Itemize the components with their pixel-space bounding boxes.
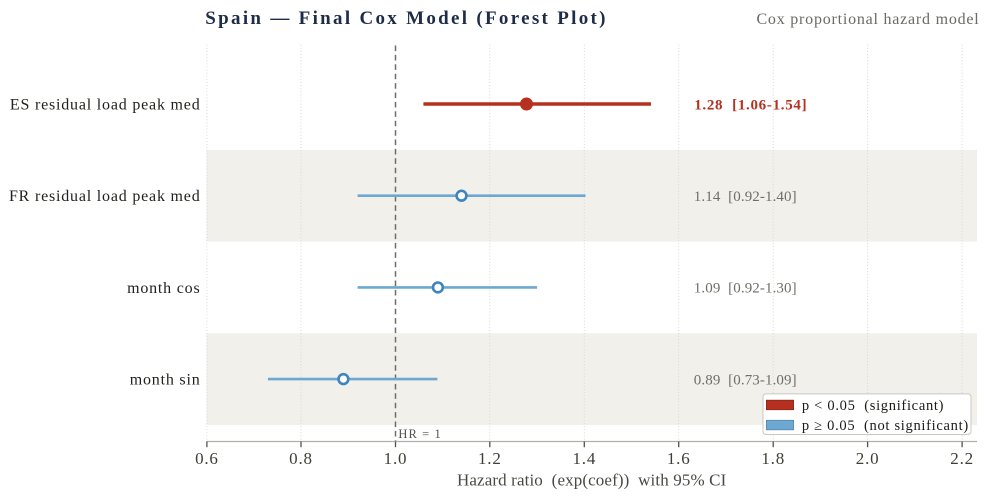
svg-text:Cox proportional hazard model: Cox proportional hazard model <box>756 11 979 28</box>
svg-text:month cos: month cos <box>127 280 200 297</box>
svg-text:ES residual load peak med: ES residual load peak med <box>10 97 201 114</box>
svg-text:0.6: 0.6 <box>195 449 219 468</box>
svg-text:p < 0.05 (significant): p < 0.05 (significant) <box>802 398 944 414</box>
svg-text:p ≥ 0.05 (not significant): p ≥ 0.05 (not significant) <box>802 418 969 434</box>
svg-text:1.09 [0.92-1.30]: 1.09 [0.92-1.30] <box>694 281 797 297</box>
svg-text:1.0: 1.0 <box>384 449 408 468</box>
svg-text:Spain — Final Cox Model (Fores: Spain — Final Cox Model (Forest Plot) <box>205 8 607 29</box>
svg-text:HR = 1: HR = 1 <box>398 427 442 441</box>
svg-text:0.89 [0.73-1.09]: 0.89 [0.73-1.09] <box>694 372 797 388</box>
svg-text:FR residual load peak med: FR residual load peak med <box>9 188 201 205</box>
svg-text:0.8: 0.8 <box>289 449 313 468</box>
svg-text:1.2: 1.2 <box>478 449 502 468</box>
svg-text:1.28 [1.06-1.54]: 1.28 [1.06-1.54] <box>694 97 807 113</box>
svg-text:1.8: 1.8 <box>761 449 785 468</box>
svg-text:2.2: 2.2 <box>950 449 974 468</box>
svg-text:month sin: month sin <box>130 372 201 389</box>
svg-text:1.4: 1.4 <box>572 449 596 468</box>
svg-text:2.0: 2.0 <box>856 449 880 468</box>
svg-text:1.6: 1.6 <box>667 449 691 468</box>
svg-text:1.14 [0.92-1.40]: 1.14 [0.92-1.40] <box>694 189 797 205</box>
svg-text:Hazard ratio (exp(coef)) wit: Hazard ratio (exp(coef)) with 95% CI <box>457 470 727 489</box>
